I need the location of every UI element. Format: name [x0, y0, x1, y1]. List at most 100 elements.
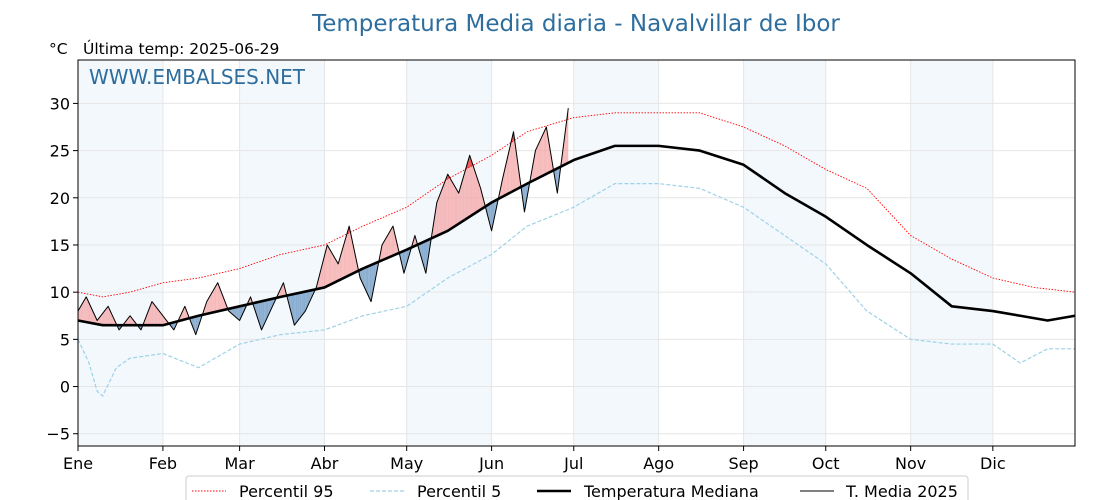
anomaly-fill-warm	[219, 286, 221, 312]
anomaly-fill-warm	[323, 255, 325, 288]
legend-label-median: Temperatura Mediana	[583, 482, 759, 500]
anomaly-fill-warm	[532, 158, 535, 181]
anomaly-fill-cold	[423, 241, 425, 269]
anomaly-fill-warm	[438, 195, 440, 236]
anomaly-fill-warm	[351, 239, 354, 274]
anomaly-fill-warm	[339, 254, 341, 281]
anomaly-fill-warm	[145, 315, 147, 326]
anomaly-fill-cold	[490, 202, 492, 231]
anomaly-fill-cold	[291, 294, 294, 320]
y-tick-label: −5	[46, 425, 70, 444]
legend-label-2025: T. Media 2025	[845, 482, 958, 500]
anomaly-fill-warm	[209, 294, 211, 314]
anomaly-fill-warm	[212, 289, 214, 313]
anomaly-fill-cold	[427, 239, 429, 265]
legend: Percentil 95 Percentil 5 Temperatura Med…	[185, 475, 969, 500]
anomaly-fill-warm	[349, 226, 351, 276]
anomaly-fill-warm	[391, 226, 393, 257]
anomaly-fill-cold	[403, 250, 406, 274]
anomaly-fill-warm	[130, 315, 132, 326]
anomaly-fill-warm	[451, 181, 454, 229]
anomaly-fill-cold	[555, 168, 558, 194]
anomaly-fill-extreme	[468, 155, 470, 168]
anomaly-fill-warm	[151, 301, 154, 326]
anomaly-fill-warm	[395, 237, 398, 255]
month-bands	[78, 60, 993, 446]
anomaly-fill-warm	[321, 260, 324, 289]
anomaly-fill-warm	[332, 254, 335, 284]
x-tick-label: Dic	[980, 454, 1006, 473]
anomaly-fill-cold	[487, 204, 489, 221]
axis-ticks: −5 0 5 10 15 20 25 30 Ene Feb Mar Abr May Jun Jul Ago Se…	[46, 94, 1005, 473]
anomaly-fill-cold	[368, 265, 370, 299]
anomaly-fill-warm	[442, 184, 444, 234]
anomaly-fill-warm	[450, 178, 452, 230]
anomaly-fill-warm	[471, 159, 473, 216]
anomaly-fill-warm	[510, 137, 513, 193]
anomaly-fill-cold	[236, 306, 239, 320]
anomaly-fill-cold	[294, 293, 296, 326]
anomaly-fill-warm	[80, 305, 82, 322]
anomaly-fill-cold	[173, 321, 176, 330]
anomaly-fill-warm	[84, 298, 86, 322]
anomaly-fill-warm	[81, 303, 83, 322]
anomaly-fill-warm	[79, 307, 81, 321]
anomaly-fill-warm	[390, 228, 392, 257]
anomaly-fill-warm	[109, 309, 111, 326]
anomaly-fill-warm	[454, 185, 456, 227]
anomaly-fill-warm	[104, 309, 106, 326]
anomaly-fill-warm	[157, 308, 159, 326]
anomaly-fill-cold	[305, 291, 307, 312]
anomaly-fill-warm	[538, 141, 540, 179]
anomaly-fill-warm	[336, 261, 339, 282]
anomaly-fill-cold	[261, 300, 263, 330]
anomaly-fill-warm	[539, 138, 541, 178]
anomaly-fill-warm	[460, 183, 462, 223]
anomaly-fill-warm	[546, 127, 548, 174]
anomaly-fill-warm	[443, 181, 446, 233]
anomaly-fill-warm	[545, 127, 547, 175]
anomaly-fill-warm	[282, 282, 284, 297]
anomaly-fill-warm	[150, 301, 152, 326]
anomaly-fill-cold	[234, 307, 236, 317]
anomaly-fill-warm	[128, 315, 131, 326]
x-tick-label: Mar	[225, 454, 256, 473]
anomaly-fill-warm	[465, 164, 467, 220]
legend-box	[185, 475, 969, 500]
anomaly-fill-warm	[509, 143, 511, 194]
anomaly-fill-warm	[449, 176, 451, 230]
anomaly-fill-warm	[325, 244, 328, 287]
anomaly-fill-cold	[198, 315, 200, 327]
anomaly-fill-cold	[365, 266, 367, 293]
anomaly-fill-cold	[361, 268, 363, 284]
anomaly-fill-warm	[206, 299, 209, 314]
anomaly-fill-warm	[82, 302, 84, 322]
series-line-percentil-5	[77, 183, 1075, 397]
last-temp-label: Última temp: 2025-06-29	[83, 39, 279, 58]
anomaly-fill-warm	[147, 308, 150, 326]
y-tick-label: 5	[60, 330, 70, 349]
chart-title: Temperatura Media diaria - Navalvillar d…	[311, 11, 840, 37]
anomaly-fill-warm	[514, 141, 517, 191]
x-tick-label: Feb	[149, 454, 177, 473]
anomaly-fill-warm	[279, 288, 281, 298]
anomaly-fill-warm	[383, 240, 385, 260]
anomaly-fill-warm	[453, 183, 455, 228]
anomaly-fill-warm	[347, 226, 350, 276]
anomaly-fill-warm	[345, 235, 347, 278]
anomaly-fill-warm	[214, 285, 217, 312]
anomaly-fill-warm	[156, 306, 158, 326]
month-band	[239, 60, 325, 446]
y-tick-label: 20	[50, 189, 70, 208]
anomaly-fill-warm	[101, 313, 103, 326]
anomaly-fill-cold	[494, 200, 496, 218]
anomaly-fill-warm	[434, 211, 436, 238]
anomaly-fill-warm	[91, 308, 94, 324]
anomaly-fill-cold	[424, 240, 426, 274]
anomaly-fill-warm	[224, 300, 226, 310]
month-band	[573, 60, 659, 446]
x-tick-label: Jul	[563, 454, 583, 473]
y-tick-label: 0	[60, 378, 70, 397]
anomaly-fill-cold	[231, 307, 233, 315]
anomaly-fill-warm	[508, 149, 510, 194]
